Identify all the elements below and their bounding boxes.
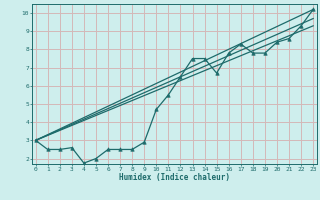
X-axis label: Humidex (Indice chaleur): Humidex (Indice chaleur)	[119, 173, 230, 182]
